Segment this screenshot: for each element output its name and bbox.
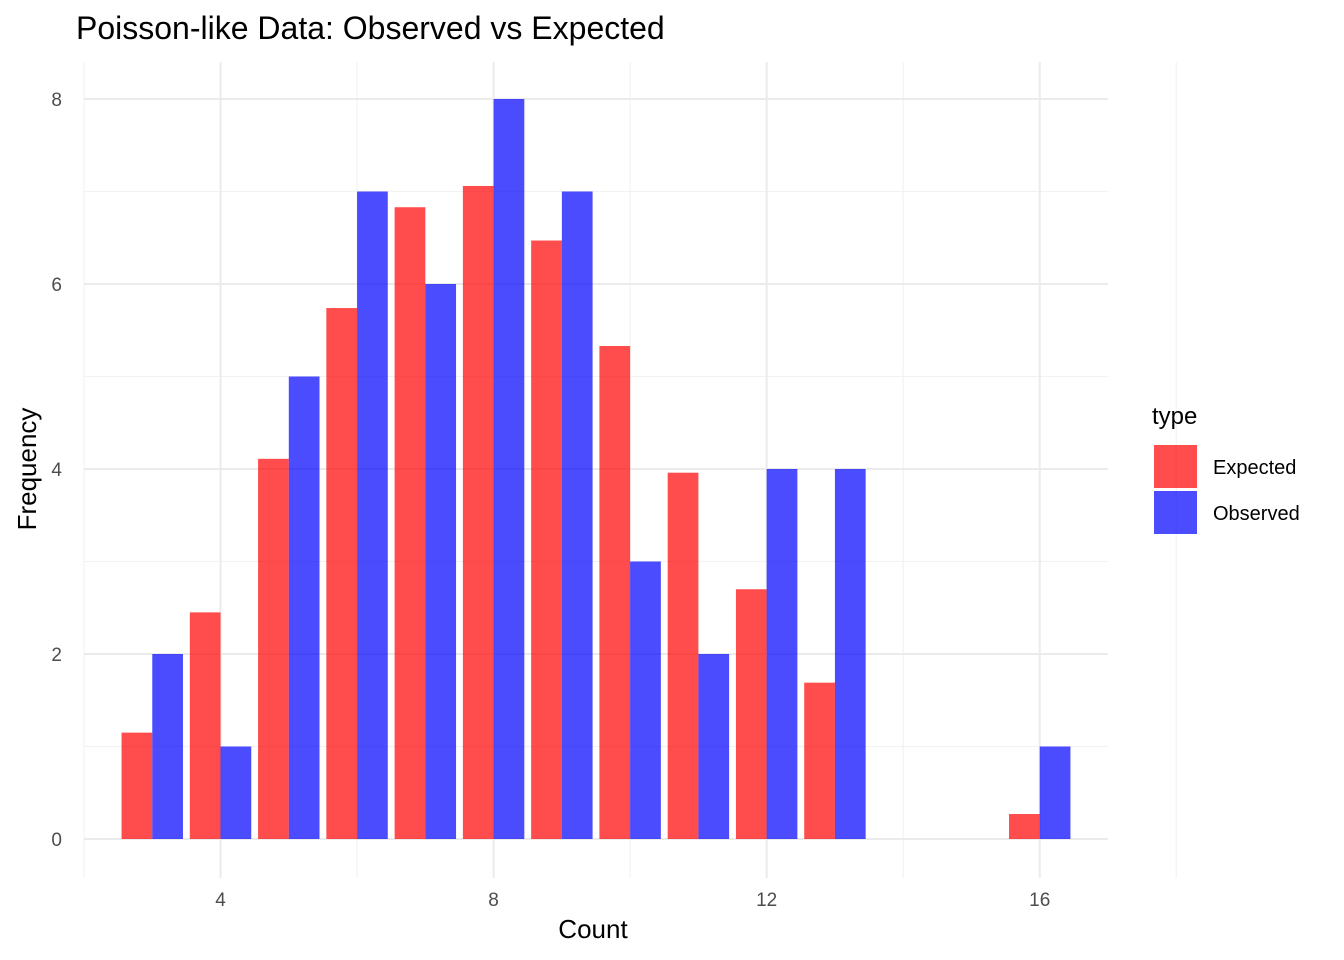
y-tick-label: 2 [51,645,62,666]
bar-expected-10 [599,345,631,839]
bar-observed-5 [288,376,320,839]
y-tick-label: 6 [51,275,62,296]
x-tick-label: 12 [756,890,777,911]
legend-label-expected: Expected [1213,457,1296,479]
y-tick-label: 0 [51,830,62,851]
legend-key-expected [1154,445,1197,488]
bar-expected-5 [258,458,289,839]
x-tick-label: 16 [1029,890,1050,911]
legend-items: Expected Observed [1154,445,1300,534]
chart-title: Poisson-like Data: Observed vs Expected [76,10,665,46]
bar-expected-3 [121,732,153,839]
bar-expected-13 [804,682,835,839]
legend-key-observed [1154,491,1197,534]
bar-observed-10 [630,561,661,839]
legend-title: type [1152,403,1197,430]
bar-observed-9 [561,191,593,839]
y-tick-labels: 0 2 4 6 8 [51,90,62,851]
bar-observed-4 [220,746,252,839]
x-tick-label: 8 [488,890,499,911]
y-tick-label: 8 [51,90,62,111]
bar-observed-3 [152,654,183,839]
bars [121,99,1071,840]
x-axis-title: Count [558,914,628,944]
bar-expected-12 [735,589,767,839]
bar-expected-9 [531,240,562,839]
y-tick-label: 4 [51,460,62,481]
bar-observed-7 [425,284,457,839]
bar-expected-11 [667,472,699,839]
bar-observed-6 [357,191,388,839]
x-tick-labels: 4 8 12 16 [215,890,1050,911]
bar-observed-13 [834,469,866,839]
bar-observed-8 [493,99,525,839]
bar-observed-16 [1039,746,1071,839]
bar-expected-16 [1009,814,1040,839]
legend-label-observed: Observed [1213,503,1300,525]
bar-expected-7 [394,207,426,840]
bar-expected-8 [462,185,494,839]
x-tick-label: 4 [215,890,226,911]
bar-expected-6 [326,308,358,839]
bar-observed-11 [698,654,730,839]
legend: type Expected Observed [1152,403,1300,534]
bar-expected-4 [189,612,221,839]
y-axis-title: Frequency [12,408,42,531]
bar-observed-12 [766,469,798,839]
